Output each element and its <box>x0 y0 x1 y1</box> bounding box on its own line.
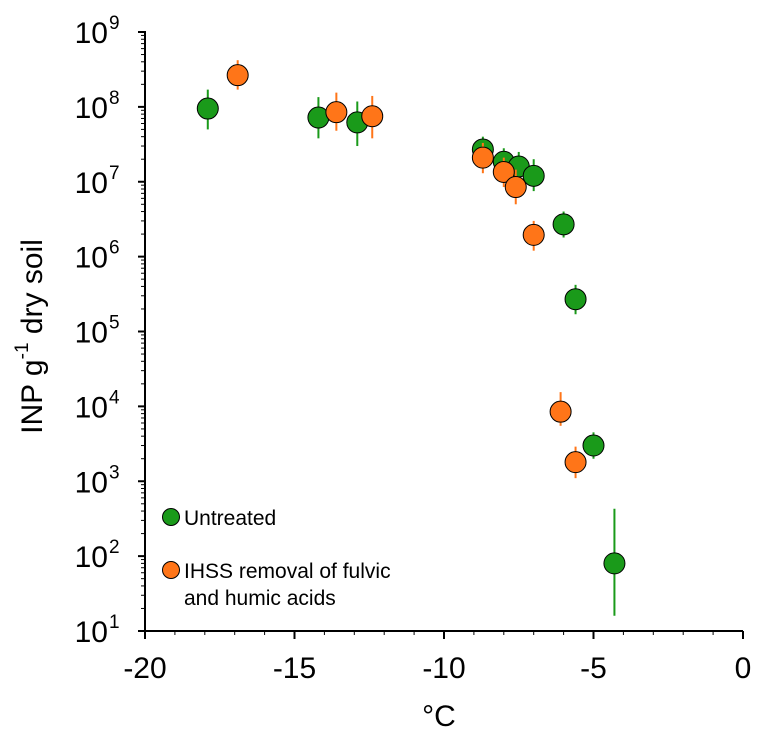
data-point <box>492 160 515 183</box>
y-tick-label: 10 <box>75 317 108 350</box>
y-tick-label: 10 <box>75 391 108 424</box>
y-tick-label: 10 <box>75 466 108 499</box>
x-tick-label: -10 <box>422 652 465 685</box>
y-tick-label: 10 <box>75 17 108 50</box>
x-tick-label: -5 <box>580 652 607 685</box>
y-tick-label: 10 <box>75 541 108 574</box>
y-tick-exponent: 4 <box>109 387 120 408</box>
y-tick-exponent: 8 <box>109 88 120 109</box>
y-tick-exponent: 2 <box>109 537 120 558</box>
x-axis-ticks: -20 -15 -10 -5 0 <box>123 631 751 685</box>
data-point <box>564 288 587 311</box>
data-point <box>522 223 545 246</box>
data-point <box>504 176 527 199</box>
y-tick-label: 10 <box>75 167 108 200</box>
y-axis-title-rest: dry soil <box>16 239 49 342</box>
data-point <box>552 213 575 236</box>
x-tick-label: -20 <box>123 652 166 685</box>
data-point <box>522 164 545 187</box>
axes <box>144 31 743 632</box>
data-point <box>226 64 249 87</box>
data-point <box>471 146 494 169</box>
y-tick-exponent: 9 <box>109 13 120 34</box>
series-ihss-removal <box>226 60 587 479</box>
data-point <box>196 97 219 120</box>
data-point <box>361 105 384 128</box>
y-tick-exponent: 5 <box>109 313 120 334</box>
legend-marker-untreated <box>162 508 180 526</box>
y-tick-exponent: 6 <box>109 238 120 259</box>
data-point <box>325 101 348 124</box>
legend: Untreated IHSS removal of fulvic and humic… <box>162 507 391 610</box>
y-tick-exponent: 3 <box>109 462 120 483</box>
series-untreated <box>196 89 626 616</box>
y-axis-title-base: INP g <box>16 359 49 434</box>
data-point <box>582 434 605 457</box>
x-axis-title: °C <box>422 700 456 733</box>
data-point <box>603 552 626 575</box>
y-tick-exponent: 7 <box>109 163 120 184</box>
y-tick-label: 10 <box>75 242 108 275</box>
x-tick-label: 0 <box>735 652 752 685</box>
y-tick-label: 10 <box>75 616 108 649</box>
x-tick-label: -15 <box>273 652 316 685</box>
data-series <box>196 60 626 616</box>
data-point <box>549 400 572 423</box>
legend-label-ihss-line2: and humic acids <box>184 587 336 610</box>
y-tick-exponent: 1 <box>109 612 120 633</box>
legend-label-ihss-line1: IHSS removal of fulvic <box>184 560 391 583</box>
legend-label-untreated: Untreated <box>184 507 276 530</box>
y-axis-title: INP g-1 dry soil <box>12 239 49 434</box>
data-point <box>564 451 587 474</box>
y-tick-label: 10 <box>75 92 108 125</box>
legend-marker-ihss <box>162 561 180 579</box>
y-axis-title-superscript: -1 <box>12 342 33 359</box>
